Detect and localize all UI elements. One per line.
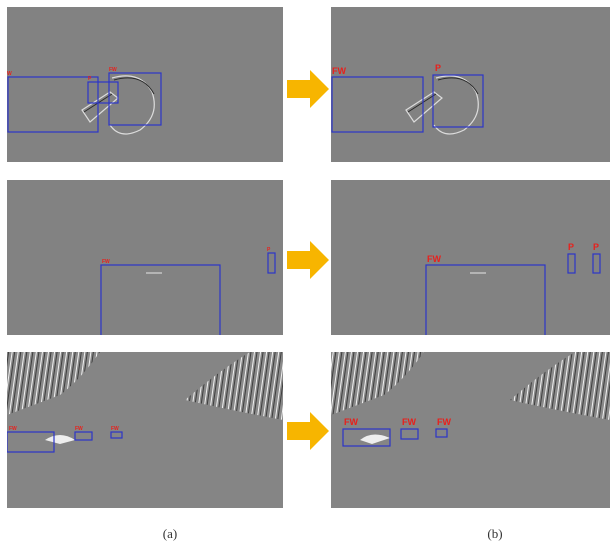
box-label: FW	[437, 417, 451, 427]
arrow	[287, 412, 329, 450]
box-label: FW	[344, 417, 358, 427]
arrow	[287, 241, 329, 279]
figure: FWPFWFWPFWPFWPPFWFWFWFWFWFW (a) (b)	[0, 0, 610, 546]
box-label: P	[593, 242, 599, 252]
box-label: P	[435, 63, 441, 73]
image	[7, 180, 283, 335]
box-label: P	[568, 242, 574, 252]
box-label: FW	[427, 254, 441, 264]
caption: (b)	[487, 526, 502, 541]
arrow	[287, 70, 329, 108]
image	[7, 7, 283, 162]
box-label: FW	[4, 71, 12, 77]
arrows	[287, 70, 329, 450]
box-label: FW	[9, 426, 17, 432]
box-label: FW	[75, 426, 83, 432]
box-label: FW	[402, 417, 416, 427]
caption: (a)	[163, 526, 177, 541]
box-label: FW	[102, 259, 110, 265]
box-label: FW	[332, 66, 346, 76]
box-label: FW	[111, 426, 119, 432]
box-label: FW	[109, 67, 117, 73]
